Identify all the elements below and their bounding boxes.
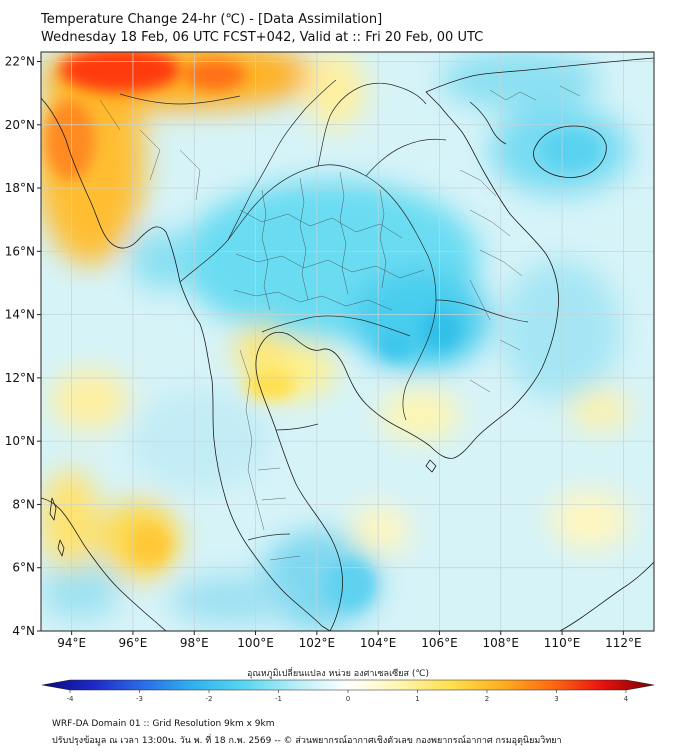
longitude-tick-label: 98°E (180, 636, 209, 650)
province-borders (99, 85, 581, 561)
latitude-tick-label: 20°N (5, 118, 35, 132)
colorbar-tick-label: -3 (136, 695, 143, 703)
map-subtitle-valid-time: Wednesday 18 Feb, 06 UTC FCST+042, Valid… (41, 30, 484, 45)
colorbar: -4 -3 -2 -1 0 1 2 3 4 (41, 679, 655, 703)
longitude-tick-label: 112°E (605, 636, 642, 650)
latitude-tick-label: 8°N (12, 497, 35, 511)
latitude-tick-label: 14°N (5, 308, 35, 322)
latitude-tick-label: 22°N (5, 54, 35, 68)
colorbar-tick-label: 1 (415, 695, 419, 703)
colorbar-gradient (41, 679, 655, 691)
country-borders (119, 79, 529, 541)
longitude-tick-label: 108°E (483, 636, 520, 650)
longitude-tick-label: 102°E (299, 636, 336, 650)
longitude-tick-label: 110°E (544, 636, 581, 650)
coastlines (41, 57, 654, 631)
latitude-tick-label: 6°N (12, 561, 35, 575)
colorbar-tick-label: -1 (275, 695, 282, 703)
plot-frame (40, 51, 655, 632)
latitude-tick-label: 16°N (5, 244, 35, 258)
longitude-tick-label: 104°E (360, 636, 397, 650)
footer-model-info: WRF-DA Domain 01 :: Grid Resolution 9km … (52, 719, 275, 729)
latitude-tick-label: 4°N (12, 624, 35, 638)
map-title: Temperature Change 24-hr (℃) - [Data Ass… (41, 12, 383, 27)
colorbar-tick-label: 2 (485, 695, 489, 703)
colorbar-tick-label: 3 (554, 695, 558, 703)
latitude-axis: 22°N 20°N 18°N 16°N 14°N 12°N 10°N 8°N 6°N 4°N (5, 54, 41, 638)
latitude-tick-label: 10°N (5, 434, 35, 448)
longitude-axis: 94°E 96°E 98°E 100°E 102°E 104°E 106°E 108°E 110… (57, 631, 642, 650)
latitude-tick-label: 18°N (5, 181, 35, 195)
colorbar-tick-label: -2 (206, 695, 213, 703)
latitude-tick-label: 12°N (5, 371, 35, 385)
longitude-tick-label: 94°E (57, 636, 86, 650)
footer-credit: ปรับปรุงข้อมูล ณ เวลา 13:00น. วัน พ. ที่… (52, 736, 562, 746)
graticule (41, 52, 654, 631)
colorbar-tick-label: 0 (346, 695, 350, 703)
longitude-tick-label: 96°E (119, 636, 148, 650)
colorbar-tick-label: -4 (67, 695, 75, 703)
colorbar-ticks: -4 -3 -2 -1 0 1 2 3 4 (67, 690, 629, 703)
temperature-change-field (41, 52, 654, 631)
colorbar-tick-label: 4 (624, 695, 629, 703)
colorbar-title: อุณหภูมิเปลี่ยนแปลง หน่วย องศาเซลเซียส (… (246, 669, 430, 679)
longitude-tick-label: 100°E (237, 636, 274, 650)
longitude-tick-label: 106°E (421, 636, 458, 650)
